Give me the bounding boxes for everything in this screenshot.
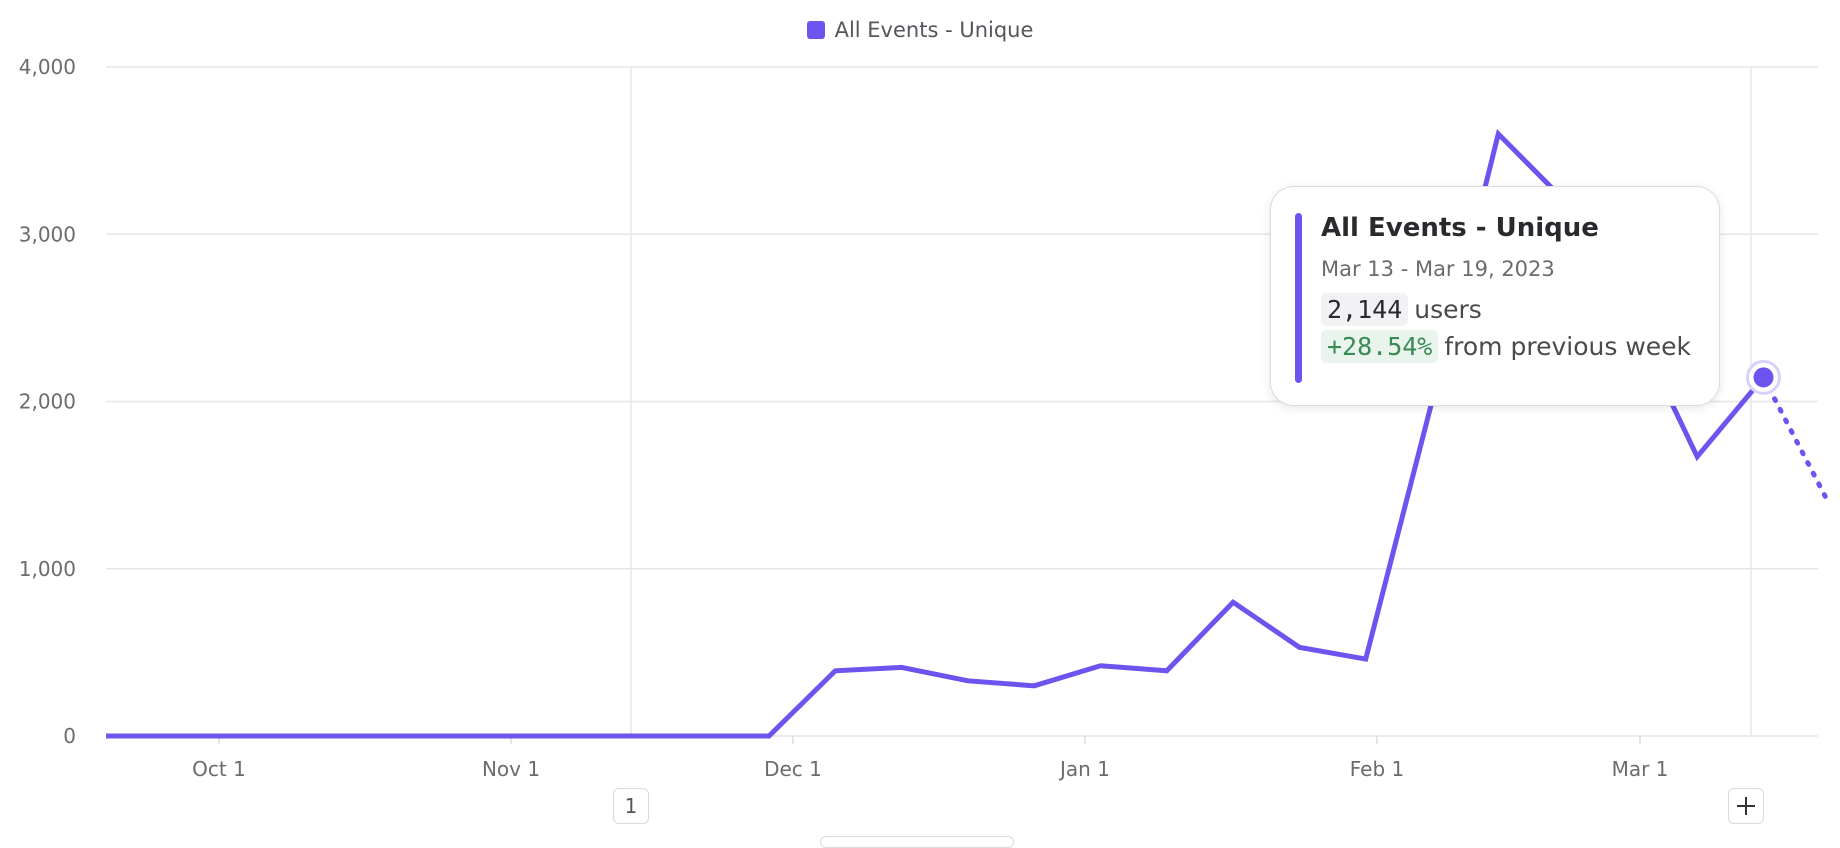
highlight-point — [1753, 367, 1774, 388]
annotation-marker-label: 1 — [624, 794, 638, 818]
y-tick-label: 2,000 — [19, 390, 76, 414]
x-tick-label: Jan 1 — [1058, 757, 1110, 781]
data-tooltip: All Events - Unique Mar 13 - Mar 19, 202… — [1270, 186, 1720, 406]
series-line — [106, 128, 1766, 739]
plus-icon — [1737, 797, 1755, 815]
legend-swatch — [806, 21, 825, 39]
x-tick-label: Feb 1 — [1350, 757, 1405, 781]
x-tick-label: Dec 1 — [764, 757, 822, 781]
chart-legend[interactable]: All Events - Unique — [0, 18, 1840, 42]
x-tick-label: Oct 1 — [192, 757, 246, 781]
tooltip-unit: users — [1414, 295, 1482, 324]
x-tick-label: Nov 1 — [482, 757, 540, 781]
series-layer — [106, 128, 1833, 739]
tooltip-change: +28.54% — [1321, 330, 1439, 363]
annotation-marker[interactable]: 1 — [613, 788, 649, 824]
y-tick-label: 0 — [63, 724, 76, 748]
tooltip-change-row: +28.54% from previous week — [1321, 330, 1693, 363]
tooltip-value-row: 2,144 users — [1321, 293, 1693, 326]
tooltip-value: 2,144 — [1321, 293, 1409, 326]
tooltip-date-range: Mar 13 - Mar 19, 2023 — [1321, 257, 1555, 281]
series-partial-line — [1761, 374, 1833, 508]
x-axis-ticks: Oct 1 Nov 1 Dec 1 Jan 1 Feb 1 Mar 1 — [192, 736, 1668, 781]
y-tick-label: 3,000 — [19, 222, 76, 246]
add-annotation-button[interactable] — [1728, 788, 1764, 824]
y-tick-label: 1,000 — [19, 557, 76, 581]
tooltip-title: All Events - Unique — [1321, 213, 1599, 243]
tooltip-change-text: from previous week — [1444, 332, 1692, 361]
bottom-toggle-group[interactable] — [820, 836, 1014, 848]
y-tick-label: 4,000 — [19, 55, 76, 79]
y-axis-ticks: 0 1,000 2,000 3,000 4,000 — [19, 55, 76, 748]
legend-label: All Events - Unique — [834, 18, 1034, 42]
x-tick-label: Mar 1 — [1612, 757, 1669, 781]
tooltip-series-color-bar — [1295, 213, 1302, 383]
